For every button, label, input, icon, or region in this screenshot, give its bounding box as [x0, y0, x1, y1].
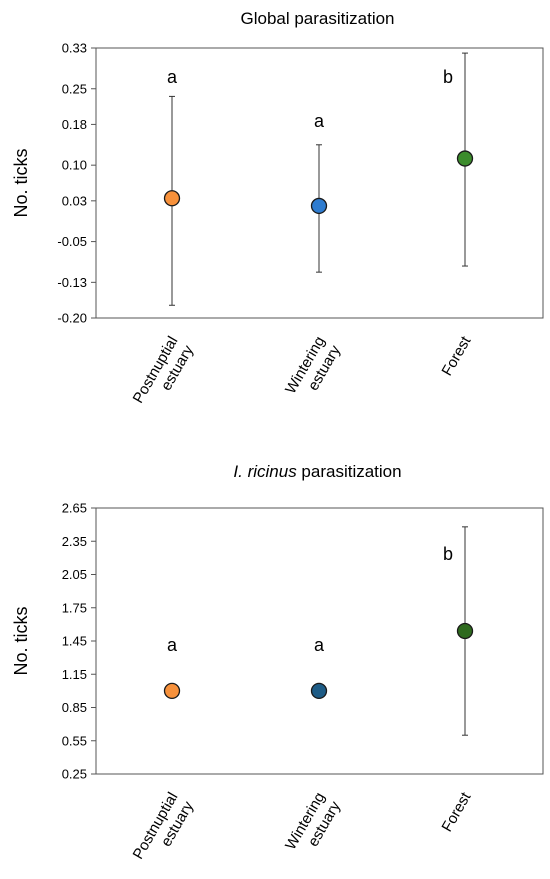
y-tick-label: -0.05	[57, 234, 87, 249]
y-tick-label: 0.33	[62, 41, 87, 56]
significance-letter: a	[314, 635, 325, 655]
x-category-label: Postnuptialestuary	[130, 789, 198, 871]
y-tick-label: 1.15	[62, 667, 87, 682]
chart-title: Global parasitization	[240, 9, 394, 28]
data-point	[163, 190, 181, 207]
x-category-label: Winteringestuary	[282, 789, 344, 862]
data-point	[163, 682, 181, 700]
x-category-label: Winteringestuary	[282, 333, 344, 406]
y-tick-label: 0.55	[62, 733, 87, 748]
significance-letter: a	[167, 67, 178, 87]
y-tick-label: 0.18	[62, 117, 87, 132]
y-tick-label: 0.85	[62, 700, 87, 715]
y-tick-label: 0.25	[62, 767, 87, 782]
data-point	[310, 197, 328, 215]
y-tick-label: 2.65	[62, 501, 87, 516]
x-category-label: Forest	[438, 789, 474, 835]
data-point	[456, 150, 474, 167]
chart-title-italic: I. ricinus	[233, 462, 297, 481]
significance-letter: b	[443, 544, 453, 564]
chart-2: I. ricinus parasitization No. ticks 2.65 2.…	[11, 462, 544, 871]
x-category-label: Forest	[438, 333, 474, 379]
plot-frame	[95, 47, 544, 319]
y-tick-label: 0.25	[62, 81, 87, 96]
significance-letter: a	[167, 635, 178, 655]
significance-letter: a	[314, 111, 325, 131]
chart-1: Global parasitization No. ticks 0.33 0.25 0.…	[11, 9, 544, 415]
data-point	[456, 622, 474, 640]
data-point	[310, 682, 328, 700]
x-category-line1: Forest	[438, 789, 474, 835]
y-tick-label: 2.35	[62, 534, 87, 549]
y-tick-label: -0.20	[57, 311, 87, 326]
x-category-label: Postnuptialestuary	[130, 333, 198, 415]
chart-title: I. ricinus parasitization	[233, 462, 401, 481]
significance-letter: b	[443, 67, 453, 87]
y-tick-label: 1.45	[62, 634, 87, 649]
y-tick-label: 2.05	[62, 567, 87, 582]
y-tick-label: 1.75	[62, 600, 87, 615]
y-axis-label: No. ticks	[11, 148, 31, 217]
y-tick-label: 0.03	[62, 193, 87, 208]
chart-title-rest: parasitization	[297, 462, 402, 481]
y-tick-label: -0.13	[57, 275, 87, 290]
x-category-line1: Forest	[438, 333, 474, 379]
y-tick-label: 0.10	[62, 158, 87, 173]
y-axis-label: No. ticks	[11, 606, 31, 675]
